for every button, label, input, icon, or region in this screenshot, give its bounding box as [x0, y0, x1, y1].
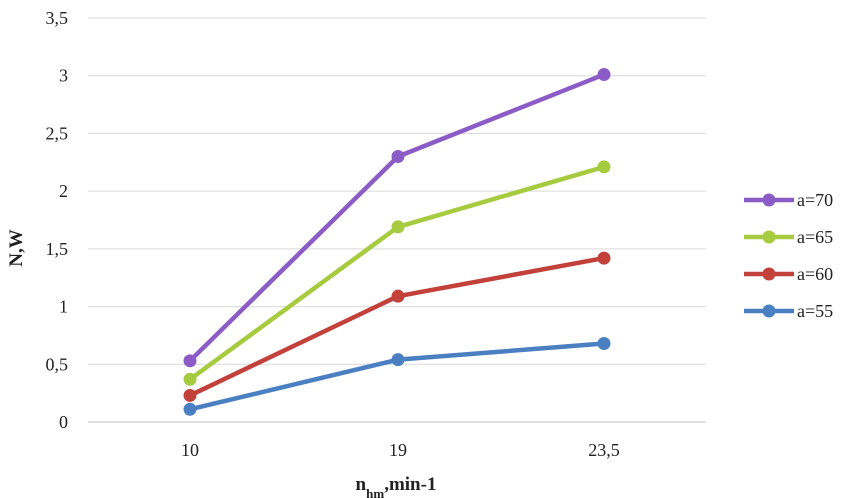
data-point: [391, 289, 405, 303]
x-axis-ticks: 10 19 23,5: [181, 440, 620, 460]
data-point: [183, 372, 197, 386]
y-axis-ticks: 0 0,5 1 1,5 2 2,5 3 3,5: [46, 8, 69, 432]
data-point: [391, 220, 405, 234]
legend-label: a=70: [797, 190, 833, 210]
data-point: [391, 353, 405, 367]
data-point: [597, 160, 611, 174]
x-tick-label: 10: [181, 440, 199, 460]
legend-marker: [762, 267, 776, 281]
x-tick-label: 19: [389, 440, 407, 460]
data-point: [183, 402, 197, 416]
legend-label: a=60: [797, 264, 833, 284]
y-tick-label: 2,5: [46, 123, 69, 143]
y-tick-label: 2: [59, 181, 68, 201]
series-line: [187, 72, 607, 364]
data-point: [391, 150, 405, 164]
y-tick-label: 1: [59, 297, 68, 317]
data-point: [597, 68, 611, 82]
legend-label: a=55: [797, 301, 833, 321]
data-point: [183, 354, 197, 368]
y-axis-label: N,W: [6, 229, 27, 266]
x-axis-label: nhm,min-1: [356, 474, 437, 498]
legend-label: a=65: [797, 227, 833, 247]
legend-marker: [762, 193, 776, 207]
data-point: [183, 388, 197, 402]
y-tick-label: 3,5: [46, 8, 69, 28]
data-point: [597, 337, 611, 351]
y-tick-label: 0,5: [46, 354, 69, 374]
series-line: [187, 255, 607, 398]
legend-marker: [762, 304, 776, 318]
legend: a=70 a=65 a=60 a=55: [744, 190, 833, 321]
y-tick-label: 3: [59, 66, 68, 86]
y-tick-label: 0: [59, 412, 68, 432]
y-tick-label: 1,5: [46, 239, 69, 259]
data-point: [597, 251, 611, 265]
series-lines: [183, 68, 611, 416]
legend-marker: [762, 230, 776, 244]
x-tick-label: 23,5: [588, 440, 620, 460]
